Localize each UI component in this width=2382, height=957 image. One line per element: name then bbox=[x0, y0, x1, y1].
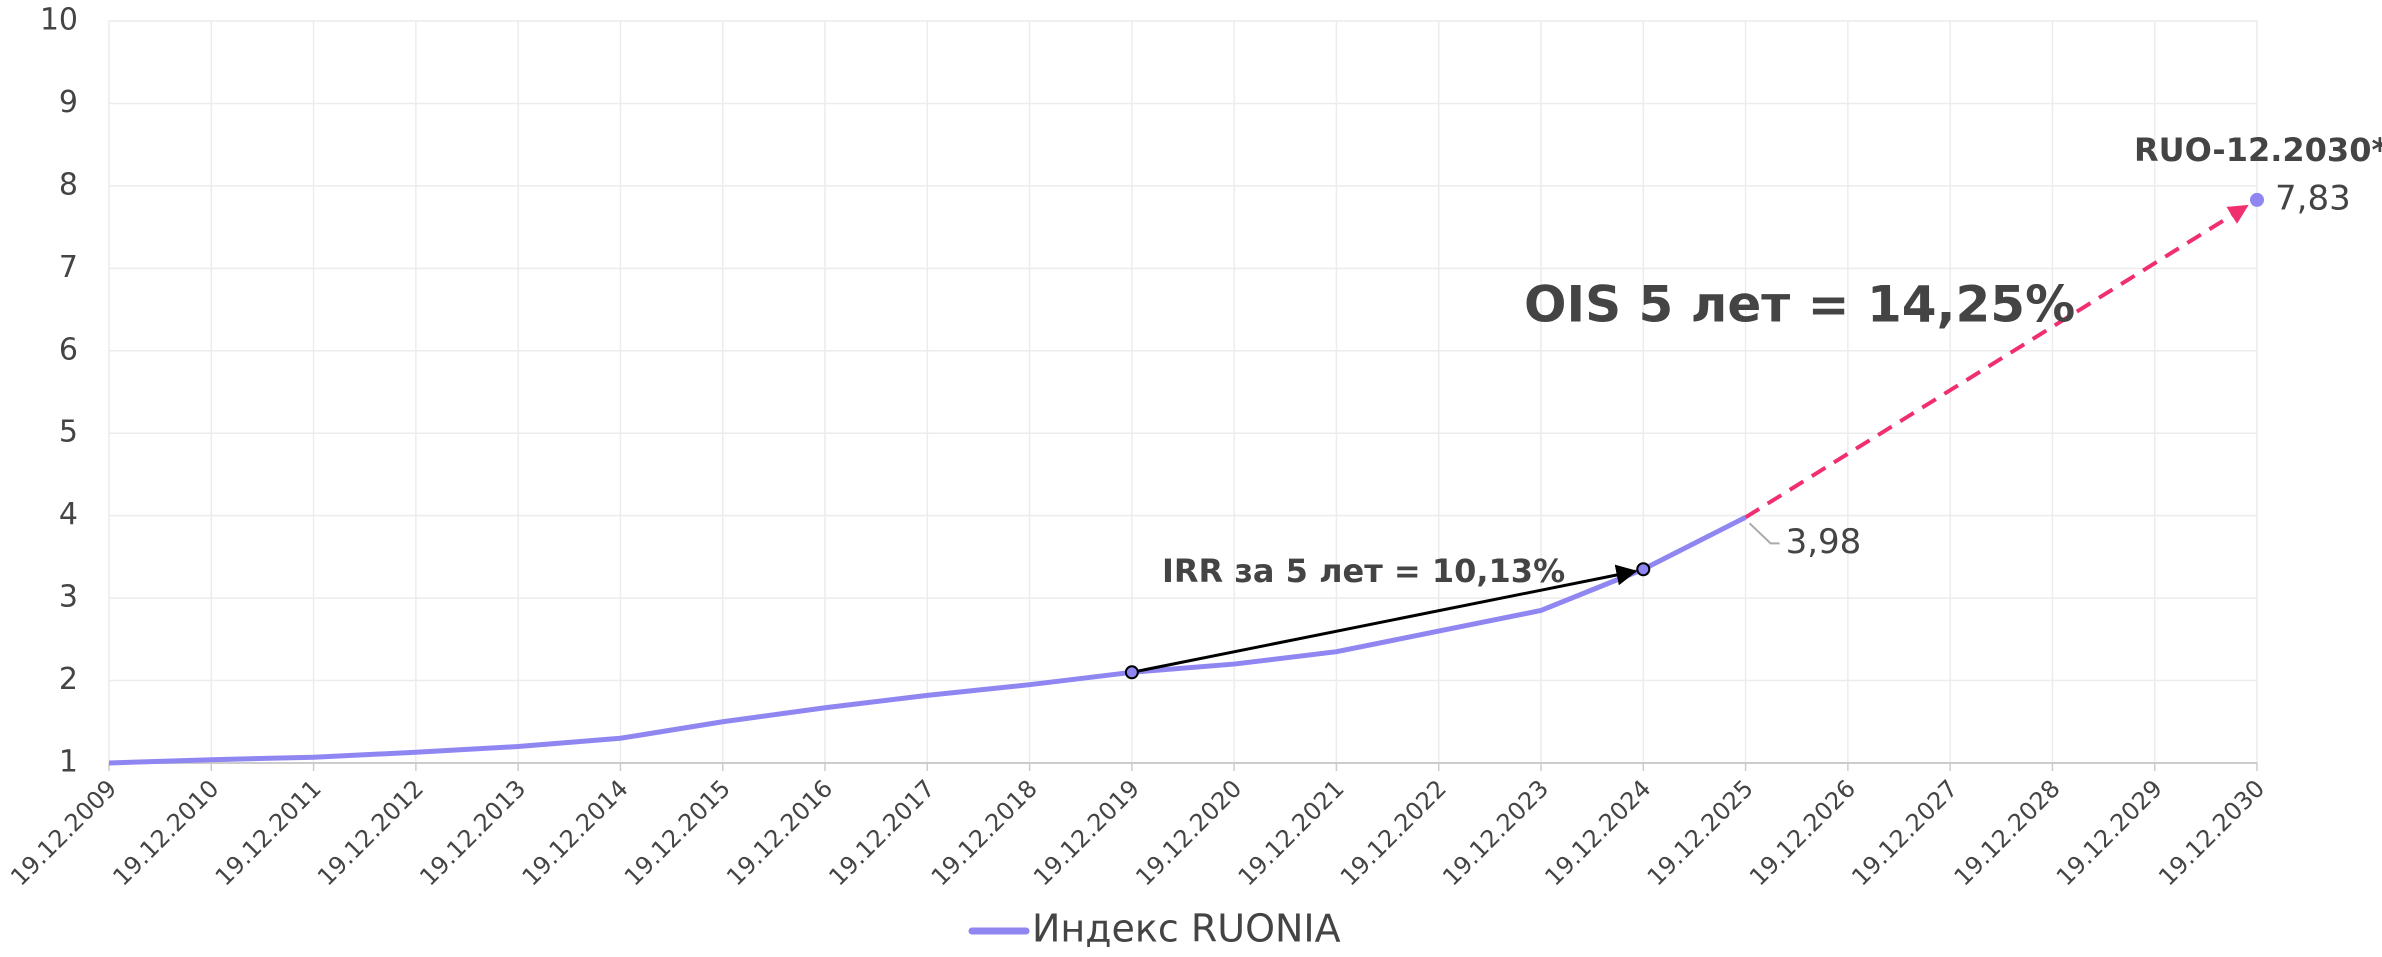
y-tick-label: 4 bbox=[59, 497, 78, 532]
x-tick-label: 19.12.2011 bbox=[210, 774, 327, 891]
y-tick-label: 9 bbox=[59, 85, 78, 120]
value-label: 3,98 bbox=[1786, 522, 1862, 562]
y-tick-label: 5 bbox=[59, 415, 78, 450]
x-tick-label: 19.12.2019 bbox=[1028, 774, 1145, 891]
y-tick-label: 10 bbox=[40, 3, 78, 38]
x-tick-label: 19.12.2024 bbox=[1540, 774, 1657, 891]
label-leader bbox=[1748, 522, 1780, 545]
irr-point bbox=[1124, 665, 1139, 680]
x-tick-label: 19.12.2014 bbox=[517, 774, 634, 891]
legend: Индекс RUONIA bbox=[968, 907, 1341, 951]
y-tick-label: 7 bbox=[59, 250, 78, 285]
x-tick-label: 19.12.2009 bbox=[5, 774, 122, 891]
x-tick-label: 19.12.2022 bbox=[1335, 774, 1452, 891]
y-tick-label: 6 bbox=[59, 332, 78, 367]
legend-label: Индекс RUONIA bbox=[1032, 907, 1341, 951]
x-tick-label: 19.12.2017 bbox=[824, 774, 941, 891]
value-label: 7,83 bbox=[2275, 178, 2351, 218]
x-tick-label: 19.12.2021 bbox=[1233, 774, 1350, 891]
irr-point bbox=[1636, 562, 1651, 577]
x-tick-label: 19.12.2010 bbox=[108, 774, 225, 891]
x-tick-label: 19.12.2029 bbox=[2051, 774, 2168, 891]
y-tick-label: 2 bbox=[59, 662, 78, 697]
irr-arrow bbox=[1131, 564, 1638, 674]
irr-label: IRR за 5 лет = 10,13% bbox=[1162, 552, 1565, 590]
x-tick-label: 19.12.2026 bbox=[1744, 774, 1861, 891]
x-tick-label: 19.12.2013 bbox=[414, 774, 531, 891]
forecast-label: RUO-12.2030* bbox=[2134, 131, 2382, 169]
series-line bbox=[108, 515, 1747, 766]
x-tick-label: 19.12.2012 bbox=[312, 774, 429, 891]
x-tick-label: 19.12.2016 bbox=[721, 774, 838, 891]
x-tick-label: 19.12.2027 bbox=[1846, 774, 1963, 891]
x-tick-label: 19.12.2030 bbox=[2153, 774, 2270, 891]
forecast-point bbox=[2250, 192, 2264, 207]
x-tick-label: 19.12.2015 bbox=[619, 774, 736, 891]
x-tick-label: 19.12.2018 bbox=[926, 774, 1043, 891]
x-tick-label: 19.12.2023 bbox=[1437, 774, 1554, 891]
y-tick-label: 8 bbox=[59, 167, 78, 202]
y-tick-label: 1 bbox=[59, 745, 78, 780]
x-tick-label: 19.12.2028 bbox=[1949, 774, 2066, 891]
ois-label: OIS 5 лет = 14,25% bbox=[1524, 276, 2075, 334]
forecast-line bbox=[1744, 204, 2249, 520]
y-tick-label: 3 bbox=[59, 580, 78, 615]
x-tick-label: 19.12.2020 bbox=[1130, 774, 1247, 891]
x-tick-label: 19.12.2025 bbox=[1642, 774, 1759, 891]
